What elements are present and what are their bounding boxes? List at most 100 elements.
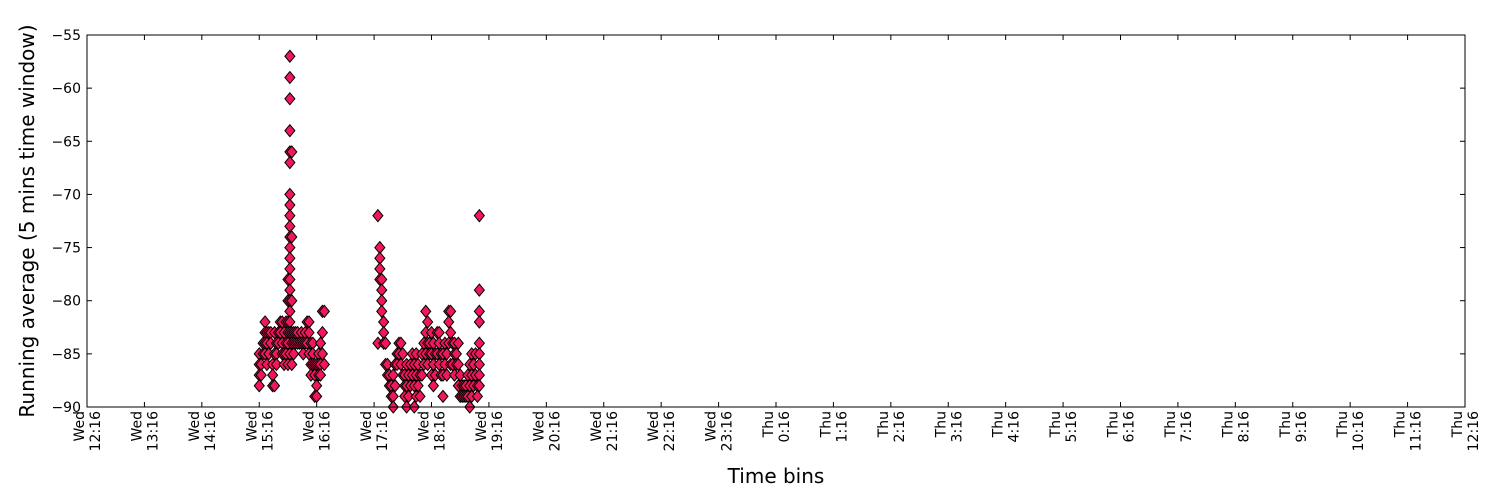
x-tick-day: Wed xyxy=(187,411,203,442)
x-tick-time: 1:16 xyxy=(834,411,850,443)
y-tick-label: −75 xyxy=(51,241,81,257)
x-tick-label: Wed 18:16 xyxy=(417,411,449,451)
x-tick-label: Thu 0:16 xyxy=(761,411,793,443)
x-tick-time: 12:16 xyxy=(1466,411,1482,451)
x-tick-day: Wed xyxy=(589,411,605,442)
x-tick-label: Thu 5:16 xyxy=(1048,411,1080,443)
x-tick-day: Thu xyxy=(933,411,949,438)
data-point xyxy=(427,378,440,393)
data-point xyxy=(253,378,265,393)
data-point xyxy=(303,325,315,340)
y-tick-label: −70 xyxy=(51,187,81,203)
data-point xyxy=(376,304,388,319)
x-tick-time: 9:16 xyxy=(1294,411,1310,443)
x-tick-time: 13:16 xyxy=(145,411,161,451)
data-point xyxy=(286,357,298,372)
data-point xyxy=(284,123,296,138)
data-point xyxy=(473,283,485,297)
x-tick-day: Thu xyxy=(1450,411,1466,438)
data-point xyxy=(402,389,415,404)
data-point xyxy=(286,145,298,159)
data-point xyxy=(387,368,399,382)
x-tick-time: 22:16 xyxy=(662,411,678,451)
data-point xyxy=(270,357,283,372)
x-tick-label: Wed 17:16 xyxy=(359,411,391,451)
x-tick-label: Wed 12:16 xyxy=(72,411,104,451)
x-axis: Wed 12:16 Wed 13:16 Wed 14:16 Wed 15:16 Wed 16:16… xyxy=(72,35,1482,451)
data-point xyxy=(441,347,453,361)
x-tick-label: Thu 11:16 xyxy=(1393,411,1425,451)
x-tick-time: 23:16 xyxy=(720,411,736,451)
x-tick-day: Wed xyxy=(646,411,662,442)
y-tick-label: −85 xyxy=(51,347,81,363)
x-tick-label: Wed 21:16 xyxy=(589,411,621,451)
data-point xyxy=(268,378,281,393)
x-tick-time: 10:16 xyxy=(1351,411,1367,451)
data-point xyxy=(379,336,392,351)
x-tick-time: 20:16 xyxy=(547,411,563,451)
data-point xyxy=(318,304,330,319)
data-point xyxy=(284,49,296,64)
x-tick-time: 12:16 xyxy=(88,411,104,451)
x-tick-day: Thu xyxy=(1335,411,1351,438)
x-tick-day: Thu xyxy=(818,411,834,438)
data-point xyxy=(414,389,426,404)
data-point xyxy=(286,230,298,244)
x-axis-title: Time bins xyxy=(727,464,825,488)
data-point xyxy=(314,368,327,382)
data-point xyxy=(422,315,434,329)
x-tick-day: Wed xyxy=(704,411,720,442)
x-tick-label: Thu 8:16 xyxy=(1220,411,1252,443)
x-tick-label: Wed 22:16 xyxy=(646,411,678,451)
x-tick-label: Thu 2:16 xyxy=(876,411,908,443)
y-axis-title: Running average (5 mins time window) xyxy=(15,24,39,417)
x-tick-label: Wed 20:16 xyxy=(531,411,563,451)
x-tick-time: 14:16 xyxy=(203,411,219,451)
x-tick-day: Wed xyxy=(359,411,375,442)
data-point xyxy=(284,155,296,170)
data-point xyxy=(443,315,455,329)
data-point xyxy=(452,336,464,351)
x-tick-day: Thu xyxy=(1393,411,1409,438)
x-tick-day: Wed xyxy=(417,411,433,442)
data-point xyxy=(288,347,300,361)
x-tick-time: 19:16 xyxy=(490,411,506,451)
x-tick-time: 16:16 xyxy=(318,411,334,451)
data-point xyxy=(389,378,401,393)
data-point xyxy=(255,368,267,382)
y-tick-label: −60 xyxy=(51,81,81,97)
data-point xyxy=(395,336,407,351)
x-tick-time: 6:16 xyxy=(1122,411,1138,443)
x-tick-time: 8:16 xyxy=(1236,411,1252,443)
x-tick-label: Thu 6:16 xyxy=(1106,411,1138,443)
points-layer xyxy=(253,49,485,414)
x-tick-day: Thu xyxy=(876,411,892,438)
data-point xyxy=(284,91,296,106)
data-point xyxy=(284,70,296,85)
x-tick-label: Thu 1:16 xyxy=(818,411,850,443)
data-point xyxy=(316,347,329,361)
data-point xyxy=(286,293,298,308)
x-tick-label: Thu 9:16 xyxy=(1278,411,1310,443)
data-point xyxy=(441,368,453,382)
x-tick-day: Wed xyxy=(72,411,88,442)
data-point xyxy=(314,336,327,351)
x-tick-time: 15:16 xyxy=(260,411,276,451)
y-tick-label: −90 xyxy=(51,400,81,416)
data-point xyxy=(473,208,485,223)
data-point xyxy=(397,347,409,361)
x-tick-time: 2:16 xyxy=(892,411,908,443)
data-point xyxy=(454,368,466,382)
data-point xyxy=(444,325,457,340)
x-tick-label: Thu 7:16 xyxy=(1163,411,1195,443)
x-tick-time: 4:16 xyxy=(1007,411,1023,443)
x-tick-day: Wed xyxy=(474,411,490,442)
x-tick-label: Thu 12:16 xyxy=(1450,411,1482,451)
y-tick-label: −80 xyxy=(51,294,81,310)
data-point xyxy=(444,304,457,319)
data-point xyxy=(412,378,424,393)
x-tick-day: Thu xyxy=(1106,411,1122,438)
x-tick-time: 21:16 xyxy=(605,411,621,451)
x-tick-day: Wed xyxy=(129,411,145,442)
data-point xyxy=(452,357,464,372)
